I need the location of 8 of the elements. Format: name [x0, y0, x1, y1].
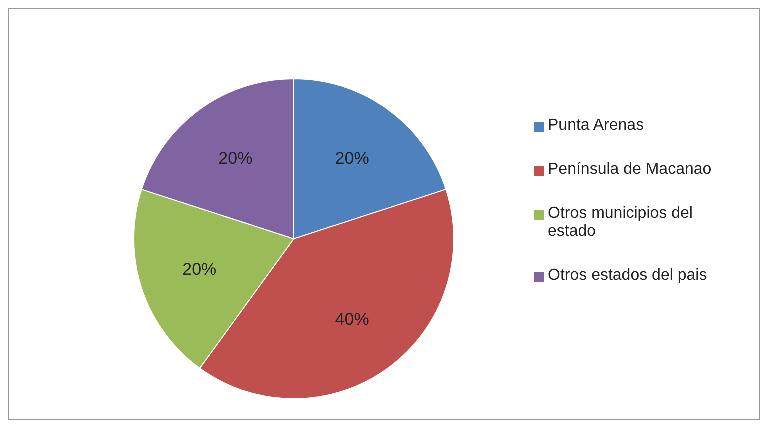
legend-label: Punta Arenas [548, 117, 644, 135]
legend-label: Otros estados del pais [548, 267, 708, 285]
data-label: 20% [218, 149, 253, 168]
legend-label: Península de Macanao [548, 161, 712, 179]
data-label: 40% [335, 310, 370, 329]
legend-label: Otros municipios del estado [548, 205, 694, 241]
data-label: 20% [182, 260, 217, 280]
data-label: 20% [335, 149, 370, 168]
